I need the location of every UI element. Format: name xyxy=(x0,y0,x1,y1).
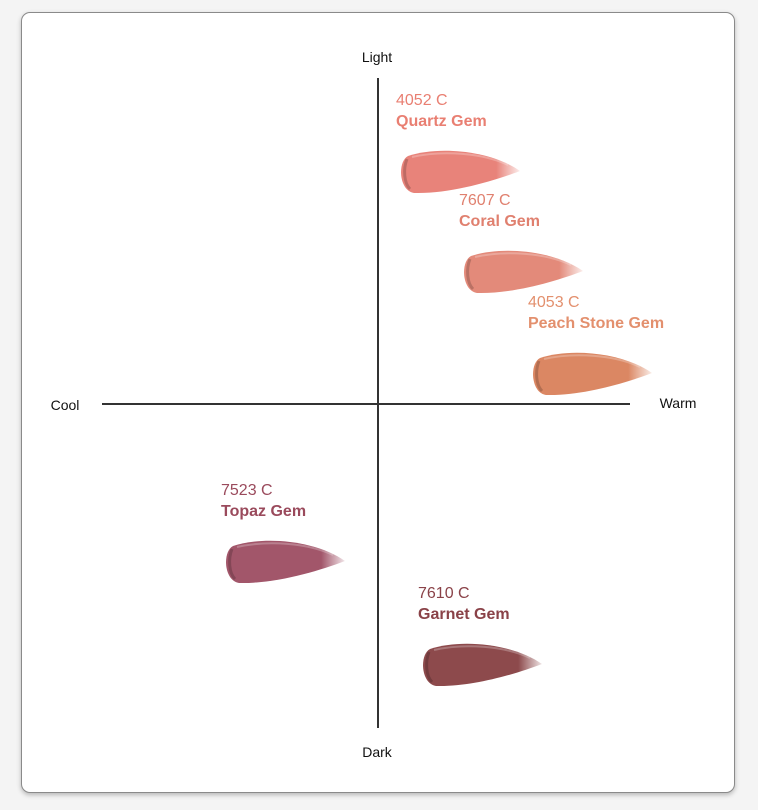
shade-garnet-gem: 7610 C Garnet Gem xyxy=(418,584,544,688)
shade-name: Topaz Gem xyxy=(221,503,307,520)
swatch-smear xyxy=(533,352,652,396)
shade-name: Garnet Gem xyxy=(418,606,510,623)
axis-label-cool: Cool xyxy=(50,397,80,413)
shade-name: Quartz Gem xyxy=(396,113,487,130)
axis-label-dark: Dark xyxy=(362,744,392,760)
swatch-smear xyxy=(226,540,345,584)
swatch-smear xyxy=(464,250,583,294)
horizontal-axis xyxy=(102,403,630,405)
shade-quartz-gem: 4052 C Quartz Gem xyxy=(396,91,522,195)
axis-label-warm: Warm xyxy=(659,395,697,411)
shade-topaz-gem: 7523 C Topaz Gem xyxy=(221,481,347,585)
shade-name: Peach Stone Gem xyxy=(528,315,665,332)
axis-label-light: Light xyxy=(361,49,393,65)
shade-code: 7607 C xyxy=(459,192,511,209)
swatch-smear xyxy=(423,643,542,687)
shade-code: 4053 C xyxy=(528,294,580,311)
shade-name: Coral Gem xyxy=(459,213,540,230)
swatch-smear xyxy=(401,150,520,194)
shade-coral-gem: 7607 C Coral Gem xyxy=(459,191,585,295)
shade-code: 7523 C xyxy=(221,482,273,499)
shade-peach-stone-gem: 4053 C Peach Stone Gem xyxy=(528,293,664,397)
shade-code: 7610 C xyxy=(418,585,470,602)
shade-code: 4052 C xyxy=(396,92,448,109)
